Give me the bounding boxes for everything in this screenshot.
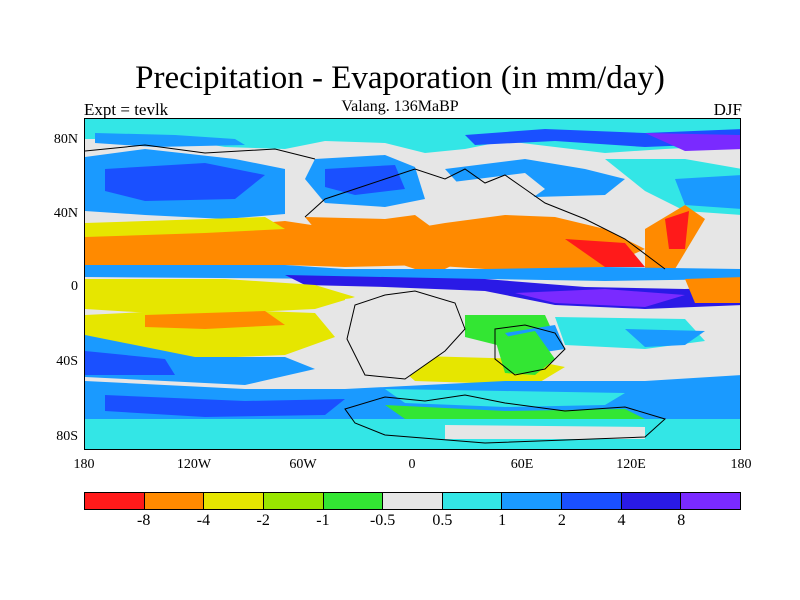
x-tick-60w: 60W [289,457,317,472]
y-tick-80n: 80N [53,132,78,147]
nw-pacific-blue [675,175,740,209]
n-dry-edge [85,217,285,237]
colorbar-label: 0.5 [432,512,453,529]
colorbar-box-8 [562,493,622,509]
colorbar-label: -0.5 [369,512,396,529]
colorbar-label: 1 [498,512,507,529]
s-indian-blue [625,329,705,347]
natl-core [325,165,405,195]
colorbar-box-10 [681,493,741,509]
arctic-cyan [85,119,740,153]
colorbar [84,492,741,510]
x-tick-120w: 120W [176,457,212,472]
africa-coast [494,324,566,376]
africa-south-green [495,331,555,375]
colorbar-box-2 [204,493,264,509]
colorbar-label: -1 [316,512,330,529]
colorbar-box-5 [383,493,443,509]
plot-title: Precipitation - Evaporation (in mm/day) [135,60,665,96]
colorbar-box-0 [85,493,145,509]
antarctica-grey [445,425,645,439]
europe-land [445,173,545,207]
x-tick-60e: 60E [510,457,534,472]
y-tick-0: 0 [71,279,78,294]
colorbar-label: 2 [557,512,566,529]
colorbar-label: -2 [256,512,270,529]
colorbar-label: -4 [196,512,211,529]
arctic-purple [645,133,740,151]
n-america-dry [305,215,465,269]
southern-core-1 [105,395,345,417]
itcz-blue [85,265,740,281]
s-pacific-dark [85,351,175,375]
colorbar-box-6 [442,493,503,509]
npac-core [105,163,265,201]
precip-evap-map [85,119,740,449]
antarctica-coast [344,394,666,444]
s-trop-yellow [85,279,355,315]
nw-pacific-red [665,211,689,249]
map-panel [84,118,741,450]
colorbar-box-4 [323,493,384,509]
colorbar-label: -8 [137,512,151,529]
s-dry-core [145,311,285,329]
arctic-blue-1 [95,133,245,147]
n-coastline [304,168,666,270]
itcz-purple [515,289,685,307]
x-tick-180e: 180 [730,457,752,472]
colorbar-box-7 [502,493,563,509]
colorbar-box-1 [144,493,205,509]
s-america-africa-land [345,291,465,379]
period-label: Valang. 136MaBP [341,98,459,115]
s-continent-coast [346,290,466,380]
antarctic-cyan [385,389,625,407]
colorbar-box-9 [621,493,682,509]
x-tick-0: 0 [408,457,416,472]
colorbar-label: 8 [677,512,686,529]
colorbar-label: 4 [617,512,626,529]
arctic-coast [85,144,316,160]
y-tick-40s: 40S [56,354,78,369]
experiment-label: Expt = tevlk [84,100,169,119]
e-pacific-orange [685,277,740,303]
x-tick-120e: 120E [616,457,646,472]
season-label: DJF [713,100,742,119]
y-tick-80s: 80S [56,429,78,444]
colorbar-box-3 [263,493,324,509]
tethys-red [565,239,645,267]
y-tick-40n: 40N [53,206,78,221]
x-tick-180w: 180 [73,457,95,472]
